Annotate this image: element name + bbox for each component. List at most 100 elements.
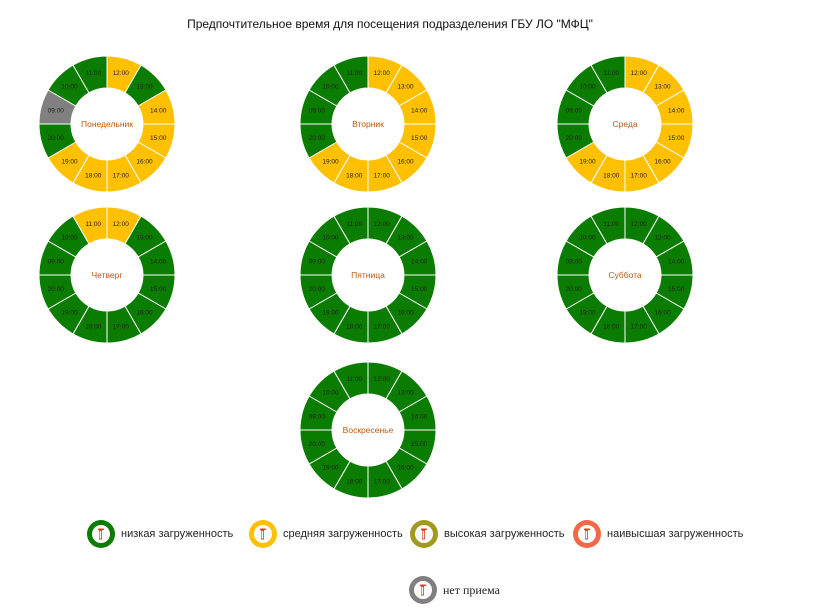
slot-label: 17:00 [631, 172, 648, 179]
legend-item-low: низкая загруженность [86, 519, 233, 549]
slot-label: 10:00 [322, 235, 339, 242]
slot-label: 16:00 [397, 465, 414, 472]
ring-hole [332, 88, 404, 160]
day-label: Вторник [352, 119, 384, 129]
day-label: Четверг [92, 270, 123, 280]
slot-label: 20:00 [309, 135, 326, 142]
slot-label: 09:00 [309, 107, 326, 114]
slot-label: 13:00 [397, 390, 414, 397]
ring-hole [332, 394, 404, 466]
slot-label: 12:00 [374, 221, 391, 228]
slot-label: 17:00 [374, 478, 391, 485]
slot-label: 20:00 [309, 441, 326, 448]
slot-label: 11:00 [85, 70, 101, 77]
slot-segment [333, 55, 369, 94]
slot-label: 15:00 [411, 135, 428, 142]
slot-label: 11:00 [346, 376, 362, 383]
slot-label: 11:00 [346, 70, 362, 77]
slot-label: 14:00 [668, 258, 685, 265]
legend-swatch-icon [410, 520, 438, 548]
slot-label: 13:00 [136, 235, 153, 242]
day-chart-3: 12:00 13:00 14:00 15:00 16:00 17:00 18:00 19:00… [556, 55, 694, 193]
legend-swatch-icon [573, 520, 601, 548]
slot-label: 10:00 [322, 84, 339, 91]
slot-label: 19:00 [322, 159, 339, 166]
slot-label: 15:00 [668, 135, 685, 142]
slot-label: 14:00 [411, 413, 428, 420]
slot-segment [72, 55, 108, 94]
ring-hole [589, 88, 661, 160]
slot-label: 11:00 [85, 221, 101, 228]
slot-label: 15:00 [150, 286, 167, 293]
legend-swatch-icon [249, 520, 277, 548]
slot-label: 09:00 [48, 107, 65, 114]
slot-label: 11:00 [346, 221, 362, 228]
legend-label: низкая загруженность [121, 528, 234, 540]
slot-segment [333, 206, 369, 245]
slot-label: 10:00 [579, 235, 596, 242]
slot-label: 20:00 [566, 286, 583, 293]
day-chart-2: 12:00 13:00 14:00 15:00 16:00 17:00 18:00 19:00… [299, 55, 437, 193]
slot-label: 14:00 [150, 107, 167, 114]
slot-label: 16:00 [136, 310, 153, 317]
day-label: Среда [612, 119, 637, 129]
slot-label: 18:00 [85, 172, 102, 179]
slot-label: 12:00 [113, 221, 130, 228]
slot-label: 12:00 [631, 70, 648, 77]
slot-label: 11:00 [603, 221, 619, 228]
slot-label: 20:00 [48, 286, 65, 293]
slot-label: 15:00 [411, 441, 428, 448]
day-label: Понедельник [81, 119, 133, 129]
slot-label: 09:00 [566, 258, 583, 265]
day-label: Пятница [351, 270, 385, 280]
slot-label: 17:00 [374, 172, 391, 179]
legend-label: средняя загруженность [283, 528, 403, 540]
legend-label: нет приема [443, 582, 500, 597]
page-title: Предпочтительное время для посещения под… [187, 17, 593, 31]
slot-label: 13:00 [654, 84, 671, 91]
slot-label: 19:00 [61, 310, 78, 317]
ring-hole [71, 239, 143, 311]
slot-label: 10:00 [579, 84, 596, 91]
slot-label: 10:00 [61, 84, 78, 91]
day-chart-5: 12:00 13:00 14:00 15:00 16:00 17:00 18:00 19:00… [299, 206, 437, 344]
slot-label: 18:00 [346, 478, 363, 485]
slot-label: 16:00 [654, 310, 671, 317]
slot-label: 16:00 [136, 159, 153, 166]
slot-label: 14:00 [668, 107, 685, 114]
slot-label: 17:00 [374, 323, 391, 330]
legend-item-closed: нет приема [408, 575, 500, 605]
slot-label: 12:00 [374, 376, 391, 383]
day-chart-1: 12:00 13:00 14:00 15:00 16:00 17:00 18:00 19:00… [38, 55, 176, 193]
slot-segment [333, 361, 369, 400]
slot-label: 19:00 [61, 159, 78, 166]
slot-label: 10:00 [322, 390, 339, 397]
slot-label: 19:00 [322, 465, 339, 472]
slot-label: 16:00 [397, 159, 414, 166]
slot-segment [590, 206, 626, 245]
ring-hole [589, 239, 661, 311]
slot-label: 17:00 [113, 172, 130, 179]
slot-label: 20:00 [309, 286, 326, 293]
slot-label: 17:00 [113, 323, 130, 330]
slot-label: 19:00 [322, 310, 339, 317]
slot-segment [72, 206, 108, 245]
legend-swatch-icon [87, 520, 115, 548]
slot-label: 19:00 [579, 159, 596, 166]
slot-label: 11:00 [603, 70, 619, 77]
slot-label: 18:00 [346, 172, 363, 179]
slot-label: 20:00 [566, 135, 583, 142]
slot-label: 15:00 [411, 286, 428, 293]
slot-label: 13:00 [136, 84, 153, 91]
legend-item-medium: средняя загруженность [248, 519, 403, 549]
slot-label: 12:00 [631, 221, 648, 228]
legend-label: наивысшая загруженность [607, 528, 744, 540]
slot-label: 14:00 [150, 258, 167, 265]
legend-swatch-icon [409, 576, 437, 604]
slot-label: 12:00 [374, 70, 391, 77]
slot-label: 19:00 [579, 310, 596, 317]
legend-label: высокая загруженность [444, 528, 565, 540]
slot-label: 13:00 [397, 235, 414, 242]
day-label: Суббота [608, 270, 642, 280]
slot-label: 18:00 [603, 172, 620, 179]
